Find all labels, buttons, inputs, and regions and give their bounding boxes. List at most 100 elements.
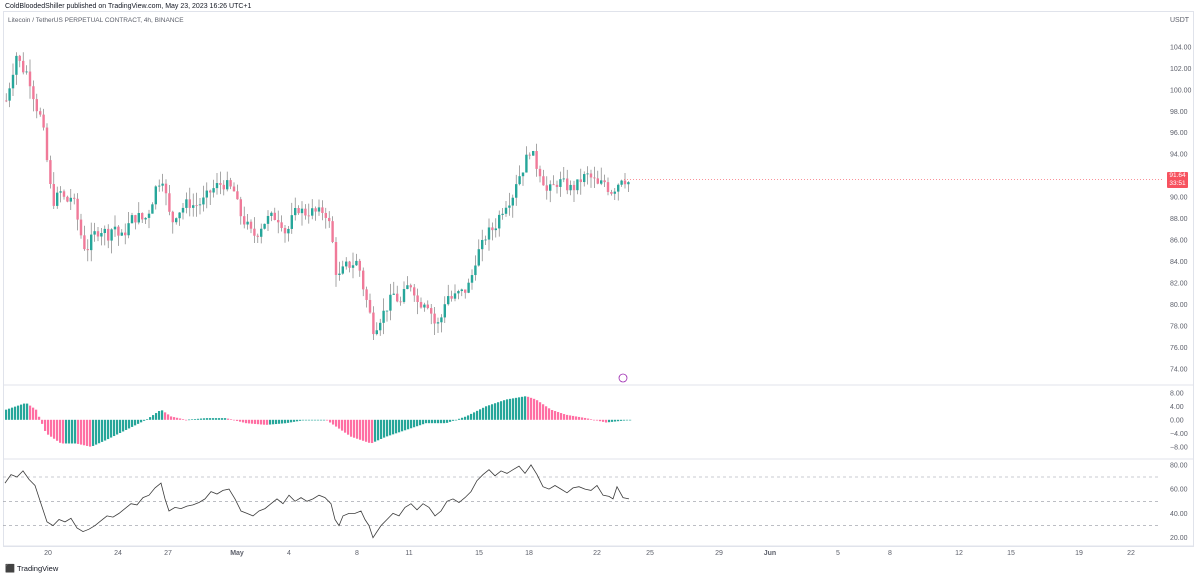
candle-body xyxy=(552,184,555,186)
candle-body xyxy=(15,55,18,75)
candle-body xyxy=(137,213,140,223)
candle-body xyxy=(372,312,375,335)
candle-body xyxy=(583,174,586,183)
histogram-bar xyxy=(389,419,392,436)
histogram-bar xyxy=(203,418,206,420)
histogram-bar xyxy=(59,419,62,443)
candle-body xyxy=(154,186,157,205)
candle-body xyxy=(86,249,89,251)
histogram-bar xyxy=(266,419,269,425)
histogram-bar xyxy=(83,419,86,446)
candle-body xyxy=(212,188,215,193)
candle-body xyxy=(532,151,535,156)
histogram-bar xyxy=(578,416,581,420)
price-axis-tick: 78.00 xyxy=(1170,324,1188,331)
candle-body xyxy=(406,285,409,290)
histogram-bar xyxy=(542,404,545,420)
time-axis-tick: 24 xyxy=(114,550,122,557)
histogram-bar xyxy=(191,419,194,420)
histogram-bar xyxy=(461,417,464,420)
histogram-bar xyxy=(605,419,608,423)
histogram-bar xyxy=(533,398,536,420)
histogram-bar xyxy=(101,419,104,442)
histogram-bar xyxy=(29,405,32,420)
histogram-bar xyxy=(95,419,98,445)
histogram-bar xyxy=(521,396,524,420)
histogram-bar xyxy=(272,419,275,425)
histogram-bar xyxy=(440,419,443,424)
time-axis-tick: 20 xyxy=(44,550,52,557)
footer-branding[interactable]: ⬛ TradingView xyxy=(5,564,58,573)
histogram-bar xyxy=(347,419,350,435)
histogram-bar xyxy=(575,416,578,420)
candle-body xyxy=(215,183,219,189)
histogram-bar xyxy=(281,419,284,424)
histogram-bar xyxy=(299,419,302,421)
candle-body xyxy=(433,313,436,324)
candle-body xyxy=(464,289,467,293)
histogram-bar xyxy=(398,419,401,433)
candle-body xyxy=(572,184,576,191)
histogram-bar xyxy=(512,398,515,420)
candle-body xyxy=(79,219,83,236)
candle-body xyxy=(209,190,212,193)
candle-body xyxy=(260,228,263,237)
candle-body xyxy=(239,199,242,217)
histogram-bar xyxy=(371,419,374,444)
histogram-bar xyxy=(158,411,161,420)
candle-body xyxy=(181,207,185,213)
histogram-bar xyxy=(80,419,83,445)
histogram-bar xyxy=(146,419,149,420)
candle-body xyxy=(549,184,552,191)
histogram-bar xyxy=(332,419,335,425)
histogram-bar xyxy=(302,419,305,421)
time-axis-tick: May xyxy=(230,550,244,557)
candle-body xyxy=(402,289,406,302)
candle-body xyxy=(256,235,259,237)
candle-body xyxy=(76,198,79,220)
candle-body xyxy=(110,229,113,241)
histogram-axis-tick: 8.00 xyxy=(1170,390,1184,397)
candle-body xyxy=(416,295,419,303)
histogram-bar xyxy=(596,419,599,421)
histogram-bar xyxy=(452,419,455,421)
histogram-bar xyxy=(161,410,164,420)
candle-body xyxy=(198,204,202,206)
candle-body xyxy=(409,285,412,288)
histogram-bar xyxy=(215,418,218,420)
candle-body xyxy=(501,213,504,215)
candle-body xyxy=(270,212,273,216)
price-axis-tick: 80.00 xyxy=(1170,302,1188,309)
candle-body xyxy=(389,294,392,311)
histogram-bar xyxy=(329,419,332,423)
candle-body xyxy=(311,208,314,216)
candle-body xyxy=(192,205,195,208)
candle-body xyxy=(39,111,42,115)
candle-body xyxy=(266,215,270,224)
histogram-bar xyxy=(92,419,95,446)
histogram-bar xyxy=(53,419,56,439)
candle-body xyxy=(494,228,497,231)
candle-body xyxy=(52,184,55,206)
candle-body xyxy=(566,178,569,191)
histogram-bar xyxy=(41,419,44,424)
candle-body xyxy=(368,299,372,313)
candle-body xyxy=(236,191,239,200)
histogram-bar xyxy=(458,418,461,420)
histogram-bar xyxy=(251,419,254,424)
candle-body xyxy=(219,183,222,185)
candle-body xyxy=(596,178,599,184)
histogram-bar xyxy=(71,419,74,444)
histogram-bar xyxy=(170,416,173,420)
candle-body xyxy=(158,185,161,187)
candle-body xyxy=(147,213,151,218)
histogram-bar xyxy=(383,419,386,438)
candle-body xyxy=(586,173,589,175)
histogram-bar xyxy=(434,419,437,424)
candle-body xyxy=(297,208,300,214)
candle-body xyxy=(151,204,154,214)
candle-body xyxy=(338,273,341,275)
candle-body xyxy=(341,266,344,274)
rsi-axis-tick: 80.00 xyxy=(1170,462,1188,469)
